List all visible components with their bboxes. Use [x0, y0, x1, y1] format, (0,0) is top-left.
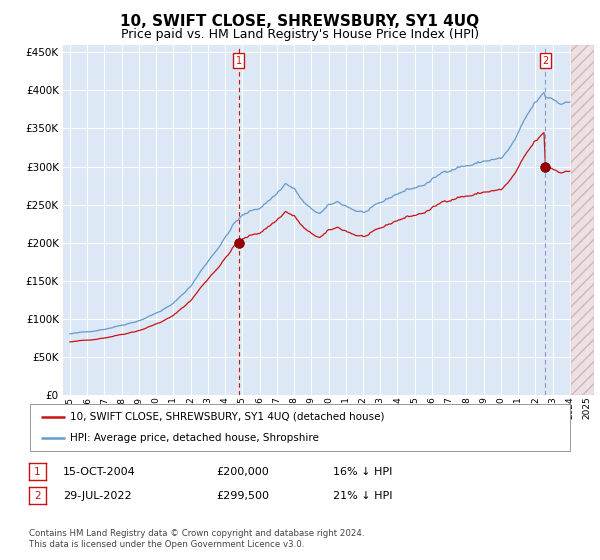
Text: 21% ↓ HPI: 21% ↓ HPI — [333, 491, 392, 501]
Text: Price paid vs. HM Land Registry's House Price Index (HPI): Price paid vs. HM Land Registry's House … — [121, 28, 479, 41]
Text: 16% ↓ HPI: 16% ↓ HPI — [333, 466, 392, 477]
Text: 1: 1 — [34, 466, 41, 477]
Text: 10, SWIFT CLOSE, SHREWSBURY, SY1 4UQ (detached house): 10, SWIFT CLOSE, SHREWSBURY, SY1 4UQ (de… — [71, 412, 385, 422]
Text: 2: 2 — [542, 55, 548, 66]
Text: 10, SWIFT CLOSE, SHREWSBURY, SY1 4UQ: 10, SWIFT CLOSE, SHREWSBURY, SY1 4UQ — [121, 14, 479, 29]
Text: HPI: Average price, detached house, Shropshire: HPI: Average price, detached house, Shro… — [71, 433, 319, 444]
Text: 15-OCT-2004: 15-OCT-2004 — [63, 466, 136, 477]
Text: £299,500: £299,500 — [216, 491, 269, 501]
Text: Contains HM Land Registry data © Crown copyright and database right 2024.
This d: Contains HM Land Registry data © Crown c… — [29, 529, 364, 549]
Text: 29-JUL-2022: 29-JUL-2022 — [63, 491, 131, 501]
Text: 2: 2 — [34, 491, 41, 501]
Text: £200,000: £200,000 — [216, 466, 269, 477]
Text: 1: 1 — [236, 55, 242, 66]
